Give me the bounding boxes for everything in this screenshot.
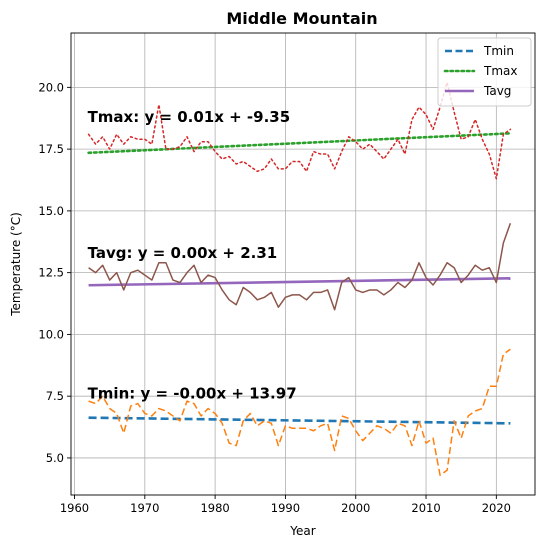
grid — [71, 33, 535, 495]
y-tick-label: 5.0 — [46, 451, 64, 465]
regression-annotation: Tmin: y = -0.00x + 13.97 — [88, 385, 297, 403]
x-tick-label: 1970 — [130, 501, 159, 515]
y-tick-label: 17.5 — [38, 142, 64, 156]
regression-annotation: Tmax: y = 0.01x + -9.35 — [88, 108, 291, 126]
x-tick-label: 1990 — [271, 501, 300, 515]
legend-label-tmax: Tmax — [483, 64, 517, 78]
tmin-trend-line — [88, 416, 511, 425]
y-axis-label: Temperature (°C) — [9, 212, 23, 317]
y-tick-label: 12.5 — [38, 266, 64, 280]
regression-annotation: Tavg: y = 0.00x + 2.31 — [88, 244, 278, 262]
y-tick-label: 10.0 — [38, 327, 64, 341]
chart-title: Middle Mountain — [226, 9, 377, 28]
series-line-1 — [88, 222, 512, 311]
x-axis-label: Year — [289, 524, 315, 538]
x-tick-label: 2020 — [482, 501, 511, 515]
x-tick-label: 2000 — [341, 501, 370, 515]
y-tick-label: 20.0 — [38, 80, 64, 94]
axis-ticks: 1960 1970 1980 1990 2000 2010 2020 5.0 7.5 10.0 12… — [38, 80, 511, 515]
tavg-trend-line — [88, 277, 511, 287]
series-line-2 — [88, 348, 511, 476]
annotations: Tmax: y = 0.01x + -9.35 Tavg: y = 0.00x +… — [88, 108, 297, 403]
y-tick-label: 15.0 — [38, 204, 64, 218]
y-tick-label: 7.5 — [46, 389, 64, 403]
series-layer — [87, 81, 512, 476]
x-tick-label: 1980 — [200, 501, 229, 515]
x-tick-label: 1960 — [60, 501, 89, 515]
tmax-trend-line — [87, 132, 512, 155]
legend-label-tavg: Tavg — [483, 84, 511, 98]
legend: Tmin Tmax Tavg — [437, 37, 532, 107]
legend-label-tmin: Tmin — [483, 44, 514, 58]
x-tick-label: 2010 — [411, 501, 440, 515]
plot-frame — [70, 32, 536, 496]
series-line-0 — [87, 81, 512, 180]
legend-box — [437, 37, 532, 107]
